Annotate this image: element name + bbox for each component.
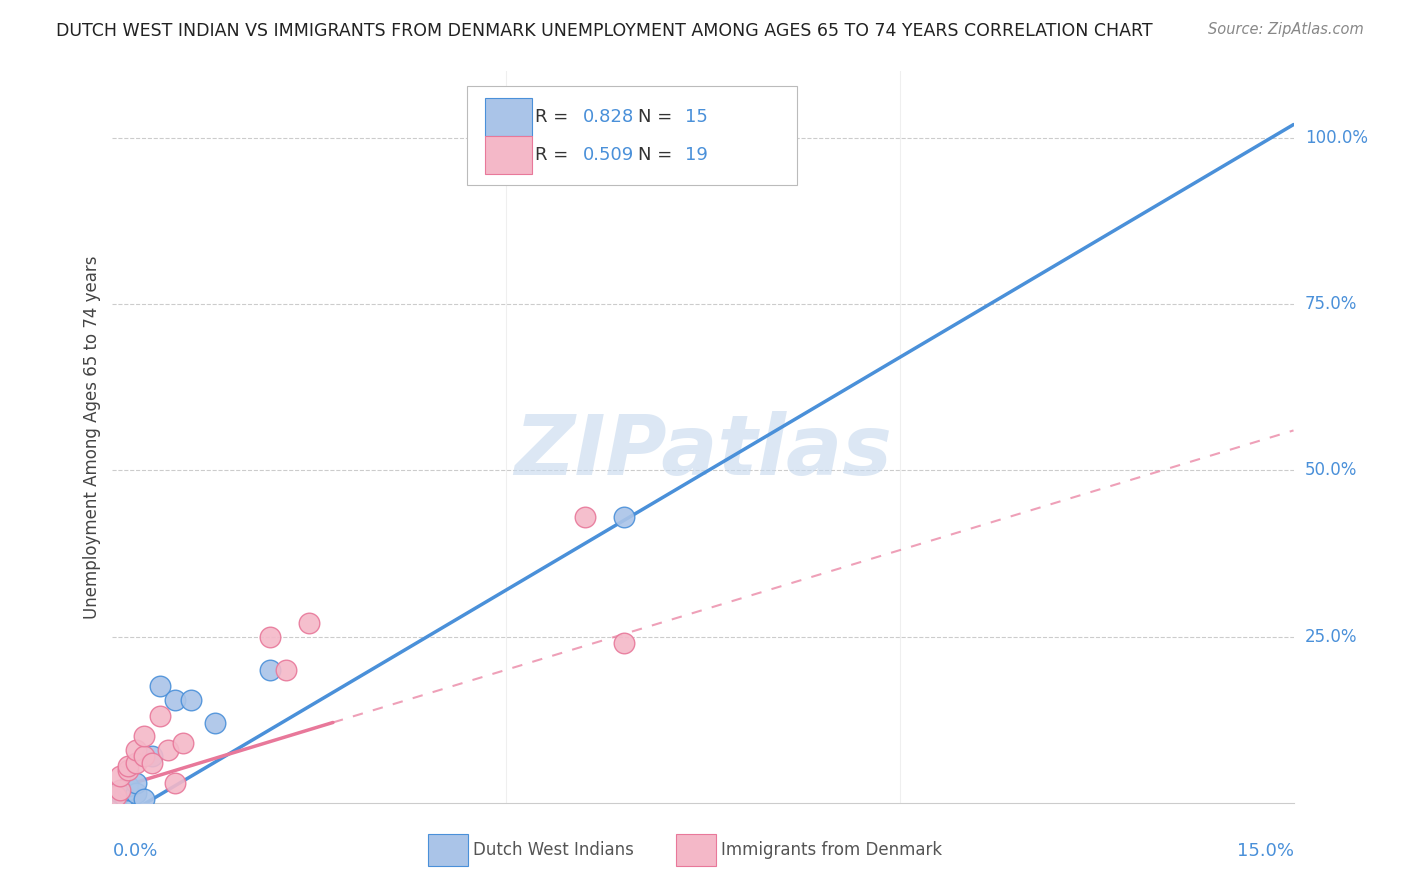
Point [125, 776, 148, 790]
Point [117, 759, 139, 773]
Point [165, 776, 187, 790]
Text: 15.0%: 15.0% [1236, 842, 1294, 860]
Point [298, 616, 321, 631]
Point [613, 636, 636, 650]
Text: 0.509: 0.509 [582, 145, 634, 164]
Point [259, 630, 281, 644]
Point [110, 769, 132, 783]
Text: 15: 15 [685, 108, 709, 126]
Point [105, 792, 128, 806]
Point [110, 782, 132, 797]
Point [141, 749, 163, 764]
Point [180, 692, 202, 706]
Point [574, 509, 596, 524]
Point [165, 692, 187, 706]
Text: R =: R = [536, 108, 574, 126]
Text: ZIPatlas: ZIPatlas [515, 411, 891, 492]
Point [132, 729, 155, 743]
Point [149, 680, 172, 694]
Point [613, 509, 636, 524]
Text: N =: N = [638, 108, 678, 126]
Text: N =: N = [638, 145, 678, 164]
Text: 25.0%: 25.0% [1305, 628, 1357, 646]
Y-axis label: Unemployment Among Ages 65 to 74 years: Unemployment Among Ages 65 to 74 years [83, 255, 101, 619]
Point [117, 782, 139, 797]
Text: Immigrants from Denmark: Immigrants from Denmark [721, 841, 942, 859]
Point [125, 756, 148, 770]
Point [141, 756, 163, 770]
Text: Dutch West Indians: Dutch West Indians [472, 841, 634, 859]
FancyBboxPatch shape [485, 98, 531, 136]
Text: Source: ZipAtlas.com: Source: ZipAtlas.com [1208, 22, 1364, 37]
FancyBboxPatch shape [485, 136, 531, 174]
Point [204, 716, 226, 731]
Point [274, 663, 297, 677]
Point [125, 742, 148, 756]
FancyBboxPatch shape [676, 833, 716, 866]
Point [132, 792, 155, 806]
Point [149, 709, 172, 723]
FancyBboxPatch shape [427, 833, 468, 866]
Point [259, 663, 281, 677]
FancyBboxPatch shape [467, 86, 797, 185]
Text: 50.0%: 50.0% [1305, 461, 1357, 479]
Text: 19: 19 [685, 145, 709, 164]
Point [112, 789, 135, 804]
Point [132, 749, 155, 764]
Text: 100.0%: 100.0% [1305, 128, 1368, 147]
Text: 0.0%: 0.0% [112, 842, 157, 860]
Text: R =: R = [536, 145, 574, 164]
Text: 75.0%: 75.0% [1305, 295, 1357, 313]
Point [125, 786, 148, 800]
Point [117, 763, 139, 777]
Point [105, 789, 128, 804]
Point [110, 786, 132, 800]
Text: 0.828: 0.828 [582, 108, 634, 126]
Point [172, 736, 194, 750]
Point [156, 742, 179, 756]
Point [117, 779, 139, 793]
Text: DUTCH WEST INDIAN VS IMMIGRANTS FROM DENMARK UNEMPLOYMENT AMONG AGES 65 TO 74 YE: DUTCH WEST INDIAN VS IMMIGRANTS FROM DEN… [56, 22, 1153, 40]
